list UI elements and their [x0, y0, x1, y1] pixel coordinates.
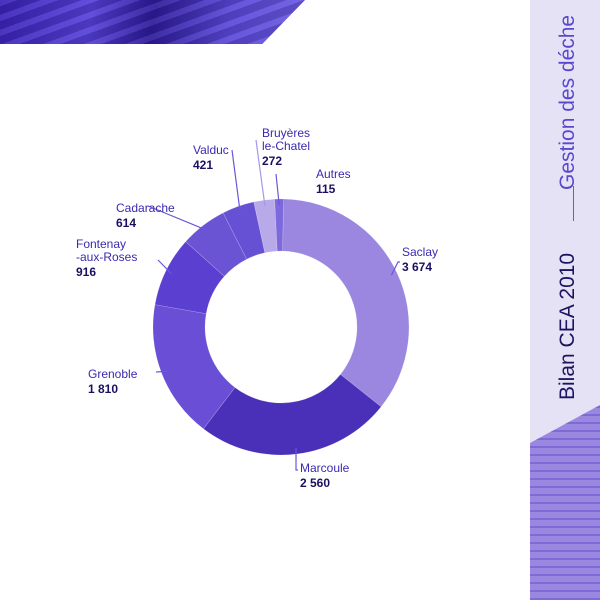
donut-slice-1 [202, 373, 382, 456]
slice-value: 614 [116, 216, 136, 230]
slice-value: 2 560 [300, 476, 330, 490]
slice-label: le-Chatel [262, 139, 310, 153]
leader-line-7 [275, 173, 280, 206]
slice-value: 1 810 [88, 382, 118, 396]
leader-line-2 [155, 370, 168, 373]
leader-line-4 [147, 205, 207, 231]
slice-label: Grenoble [88, 367, 138, 381]
slice-label: Bruyères [262, 126, 310, 140]
slice-value: 916 [76, 265, 96, 279]
slice-value: 115 [316, 182, 336, 196]
slice-label: Cadarache [116, 201, 175, 215]
slice-value: 421 [193, 158, 213, 172]
donut-slice-6 [253, 198, 278, 254]
slice-label: Valduc [193, 143, 229, 157]
leader-line-1 [295, 448, 298, 471]
donut-slice-5 [222, 201, 266, 260]
donut-slice-3 [154, 241, 225, 315]
sidebar-stripes [530, 405, 600, 600]
leader-line-0 [390, 261, 400, 276]
donut-slice-2 [152, 304, 236, 430]
slice-label: Marcoule [300, 461, 350, 475]
slice-label: Fontenay [76, 237, 126, 251]
slice-label: -aux-Roses [76, 250, 137, 264]
leader-line-5 [231, 149, 241, 213]
slice-label: Autres [316, 167, 351, 181]
header-photo [0, 0, 305, 44]
leader-line-3 [157, 259, 172, 275]
leader-line-6 [255, 139, 266, 207]
slice-label: Saclay [402, 245, 438, 259]
divider [573, 186, 574, 221]
donut-slice-4 [185, 212, 248, 277]
slice-value: 272 [262, 154, 282, 168]
donut-slice-7 [274, 198, 284, 252]
slice-value: 3 674 [402, 260, 432, 274]
donut-slice-0 [282, 198, 410, 408]
